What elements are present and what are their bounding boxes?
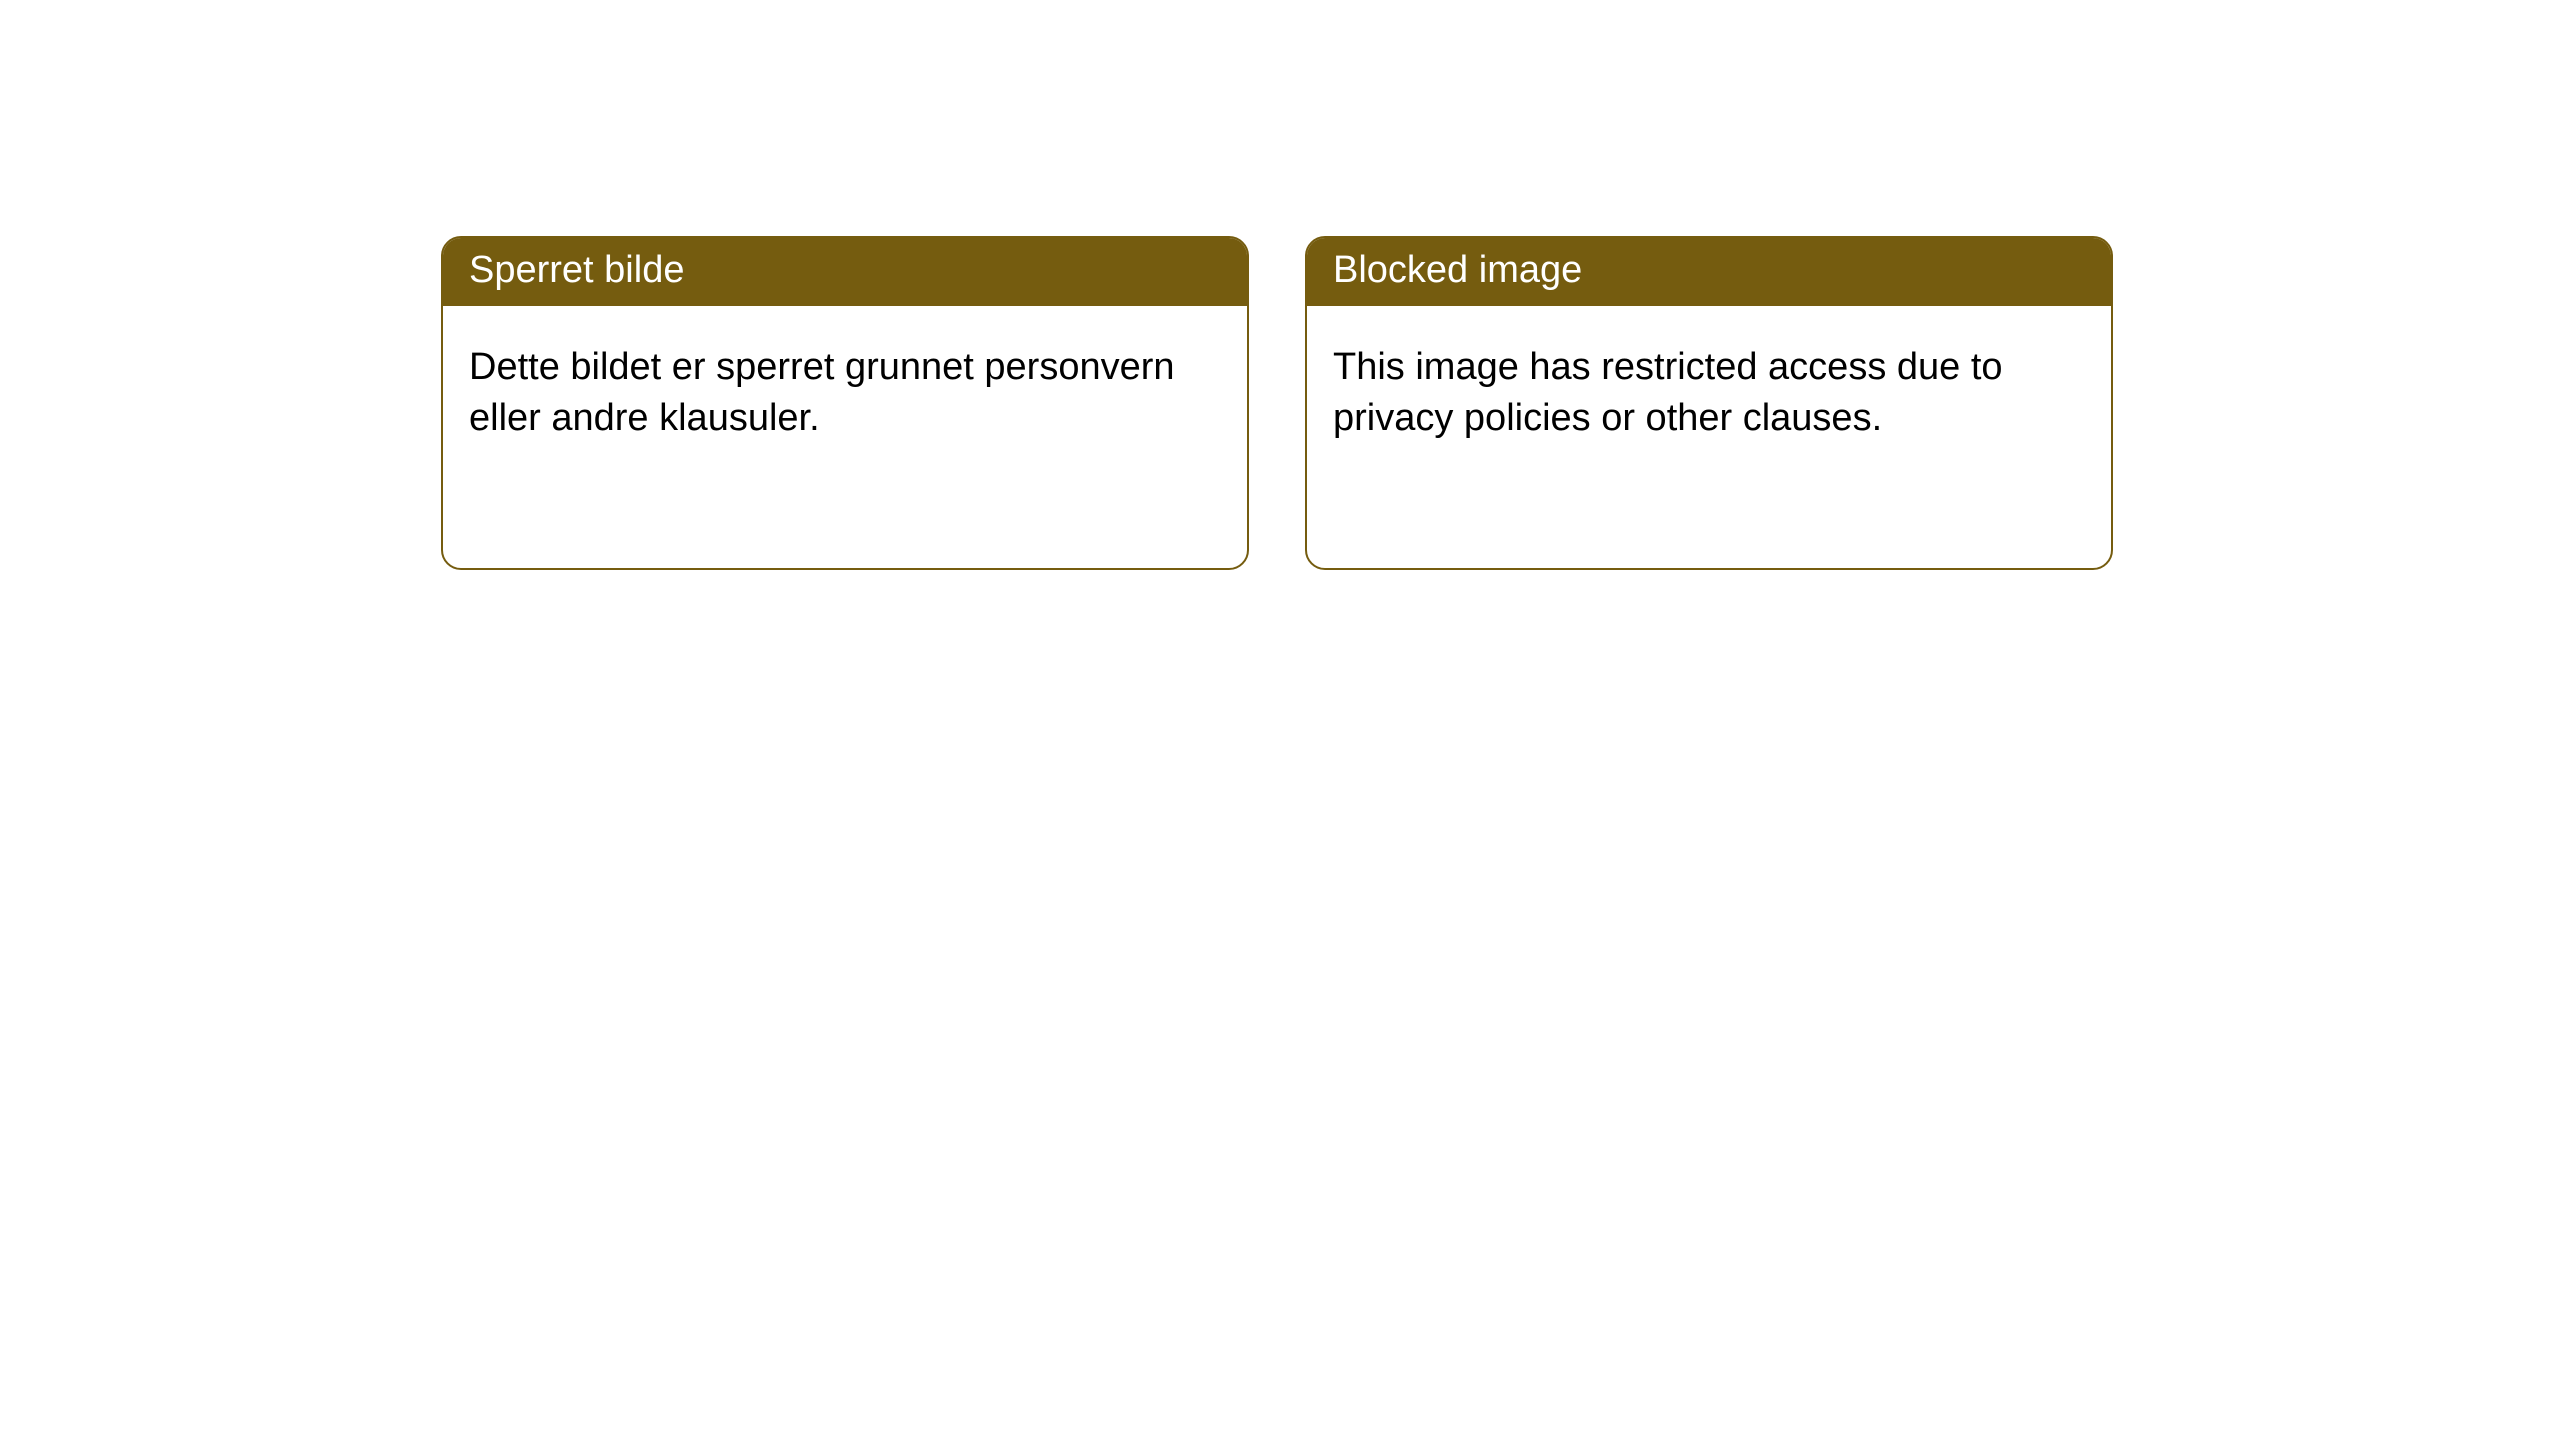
notice-body: Dette bildet er sperret grunnet personve… xyxy=(443,306,1247,471)
notice-card-english: Blocked image This image has restricted … xyxy=(1305,236,2113,570)
notice-card-norwegian: Sperret bilde Dette bildet er sperret gr… xyxy=(441,236,1249,570)
notice-container: Sperret bilde Dette bildet er sperret gr… xyxy=(0,0,2560,570)
notice-title: Sperret bilde xyxy=(443,238,1247,306)
notice-body: This image has restricted access due to … xyxy=(1307,306,2111,471)
notice-title: Blocked image xyxy=(1307,238,2111,306)
